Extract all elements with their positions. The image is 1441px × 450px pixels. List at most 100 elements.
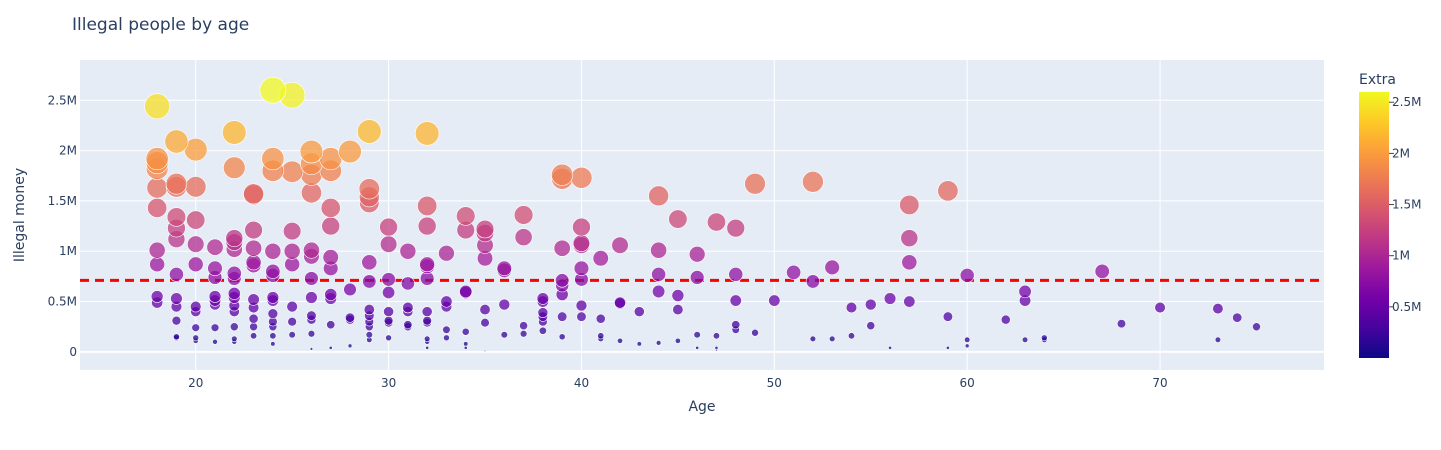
data-point	[614, 296, 626, 309]
data-point	[1041, 334, 1048, 342]
data-point	[1214, 336, 1222, 343]
data-point	[498, 298, 511, 311]
x-tick-label: 70	[1152, 376, 1167, 390]
data-point	[551, 163, 574, 186]
data-point	[888, 345, 892, 350]
data-point	[555, 273, 570, 288]
x-tick-label: 40	[574, 376, 589, 390]
data-point	[399, 242, 417, 260]
data-point	[414, 121, 440, 146]
data-point	[423, 335, 431, 343]
data-point	[361, 254, 378, 271]
data-point	[425, 345, 430, 350]
data-point	[166, 207, 187, 227]
data-point	[828, 335, 836, 343]
data-point	[514, 228, 533, 247]
x-axis-ticks: 20 30 40 50 60 70	[188, 376, 1168, 390]
data-point	[170, 292, 183, 305]
data-point	[513, 205, 534, 225]
data-point	[381, 272, 396, 287]
data-point	[309, 347, 314, 351]
data-point	[557, 311, 568, 322]
data-point	[538, 326, 547, 335]
colorbar-ticks: 0.5M 1M 1.5M 2M 2.5M	[1389, 95, 1421, 314]
data-point	[223, 156, 246, 179]
data-point	[320, 198, 341, 218]
data-point	[150, 290, 164, 303]
y-axis-label: Illegal money	[12, 168, 28, 262]
data-point	[191, 323, 200, 332]
x-tick-label: 30	[381, 376, 396, 390]
data-point	[301, 182, 322, 204]
data-point	[461, 327, 470, 336]
data-point	[575, 299, 588, 312]
colorbar	[1359, 92, 1389, 358]
data-point	[847, 332, 855, 340]
data-point	[671, 289, 685, 302]
data-point	[707, 212, 726, 232]
data-point	[222, 120, 247, 145]
data-point	[206, 238, 224, 256]
data-point	[244, 220, 263, 240]
data-point	[245, 254, 262, 271]
data-point	[403, 320, 413, 330]
data-point	[636, 341, 642, 347]
data-point	[338, 139, 362, 164]
data-point	[363, 304, 375, 316]
data-point	[483, 349, 487, 352]
data-point	[899, 194, 920, 215]
data-point	[207, 260, 223, 276]
data-point	[672, 304, 684, 316]
data-point	[537, 307, 549, 318]
data-point	[212, 338, 218, 345]
data-point	[402, 301, 414, 314]
data-point	[440, 295, 453, 308]
data-point	[633, 306, 645, 318]
data-point	[805, 274, 820, 289]
data-point	[459, 284, 473, 299]
data-point	[809, 335, 817, 343]
data-point	[1000, 314, 1011, 325]
data-point	[845, 301, 858, 314]
y-tick-label: 0.5M	[48, 295, 77, 309]
data-point	[937, 180, 959, 202]
data-point	[572, 234, 591, 252]
data-point	[249, 322, 258, 332]
x-axis-label: Age	[688, 399, 715, 415]
data-point	[187, 235, 205, 253]
data-point	[322, 249, 339, 266]
data-point	[146, 177, 168, 199]
data-point	[500, 331, 508, 339]
scatter-points	[144, 76, 1261, 352]
data-point	[190, 300, 202, 313]
data-point	[417, 195, 438, 216]
data-point	[728, 267, 744, 282]
data-point	[266, 291, 280, 304]
data-point	[496, 260, 512, 276]
data-point	[226, 265, 242, 281]
data-point	[185, 176, 207, 198]
data-point	[210, 323, 220, 332]
data-point	[148, 241, 166, 259]
data-point	[417, 216, 437, 236]
data-point	[650, 241, 668, 259]
colorbar-tick-label: 1M	[1392, 249, 1410, 263]
data-point	[345, 312, 356, 323]
data-point	[324, 288, 338, 301]
data-point	[883, 292, 897, 305]
data-point	[243, 183, 264, 205]
data-point	[558, 333, 566, 341]
data-point	[479, 304, 491, 316]
data-point	[519, 330, 528, 338]
data-point	[270, 341, 276, 347]
data-point	[866, 321, 876, 331]
colorbar-tick-label: 1.5M	[1392, 198, 1421, 212]
data-point	[1232, 312, 1243, 323]
data-point	[288, 331, 296, 339]
data-point	[307, 330, 316, 338]
data-point	[1252, 322, 1261, 332]
data-point	[265, 263, 281, 279]
data-point	[145, 147, 169, 171]
data-point	[250, 332, 258, 340]
data-point	[362, 274, 377, 289]
